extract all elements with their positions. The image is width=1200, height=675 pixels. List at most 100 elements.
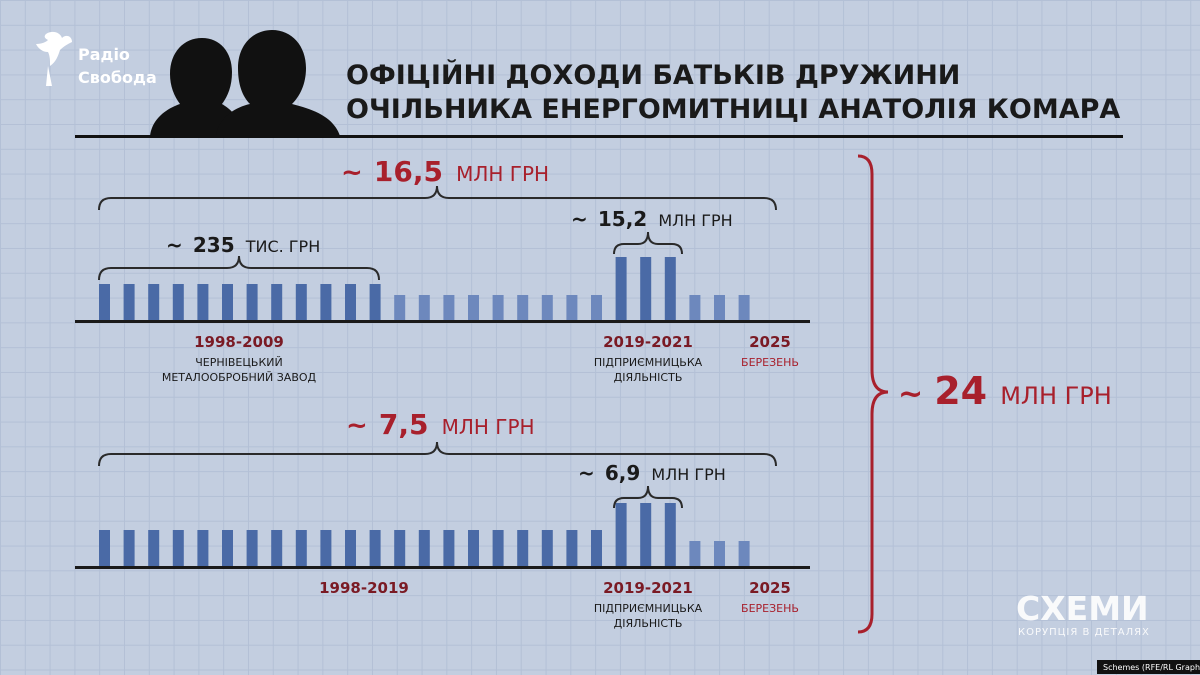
annot-top-business-value: 15,2	[598, 207, 647, 231]
period-bottom-3-years: 2025	[749, 579, 791, 597]
watermark-brand: СХЕМИ	[1016, 589, 1149, 628]
top-bar-18	[517, 295, 529, 320]
bottom-bar-8	[271, 530, 283, 566]
bottom-bar-6	[222, 530, 233, 566]
top-bar-24	[664, 257, 676, 320]
watermark-tagline: КОРУПЦІЯ В ДЕТАЛЯХ	[1018, 627, 1150, 638]
period-top-3-years: 2025	[749, 333, 791, 351]
top-bar-14	[418, 295, 430, 320]
logo-line-2: Свобода	[78, 68, 157, 87]
top-bar-3	[148, 284, 160, 320]
bottom-bar-19	[541, 530, 553, 566]
top-bar-2	[123, 284, 135, 320]
annotation-top-business: ~ 15,2 МЛН ГРН	[571, 207, 733, 231]
bottom-bar-23	[640, 503, 652, 566]
total-bottom-unit: МЛН ГРН	[442, 415, 535, 439]
chart-top: ~ 16,5 МЛН ГРН ~ 235 ТИС. ГРН ~ 15,2 МЛН…	[75, 155, 810, 384]
grand-total-value: 24	[934, 369, 987, 413]
top-bar-20	[566, 295, 578, 320]
total-bottom-prefix: ~	[346, 411, 368, 441]
period-bottom-2-years: 2019-2021	[603, 579, 693, 597]
radio-svoboda-logo: Радіо Свобода	[36, 31, 157, 87]
top-bar-22	[615, 257, 627, 320]
annot-top-early-value: 235	[193, 233, 235, 257]
period-top-3-caption-1: БЕРЕЗЕНЬ	[741, 356, 799, 369]
brace-top-early	[98, 255, 380, 281]
total-top-prefix: ~	[341, 158, 363, 188]
bottom-bar-9	[295, 530, 307, 566]
credit-bar	[1097, 660, 1200, 674]
annotation-bottom-business: ~ 6,9 МЛН ГРН	[578, 461, 726, 485]
annot-top-business-unit: МЛН ГРН	[658, 211, 732, 230]
top-bar-21	[591, 295, 602, 320]
logo-line-1: Радіо	[78, 45, 130, 64]
period-top-2-caption-1: ПІДПРИЄМНИЦЬКА	[594, 356, 703, 369]
total-top-unit: МЛН ГРН	[456, 162, 549, 186]
top-bar-26	[714, 295, 725, 320]
annot-top-business-prefix: ~	[571, 207, 588, 231]
top-bar-7	[246, 284, 258, 320]
bottom-bar-16	[468, 530, 479, 566]
period-top-1-caption-2: МЕТАЛООБРОБНИЙ ЗАВОД	[162, 371, 317, 384]
annotation-top-early: ~ 235 ТИС. ГРН	[166, 233, 320, 257]
top-bar-23	[640, 257, 652, 320]
period-top-1-caption-1: ЧЕРНІВЕЦЬКИЙ	[195, 356, 283, 369]
logo-icon	[36, 31, 72, 86]
bottom-bar-27	[738, 541, 750, 566]
brace-top-business	[613, 231, 683, 255]
bottom-bar-11	[345, 530, 356, 566]
period-top-1-years: 1998-2009	[194, 333, 284, 351]
title-line-2: ОЧІЛЬНИКА ЕНЕРГОМИТНИЦІ АНАТОЛІЯ КОМАРА	[346, 94, 1120, 125]
top-bar-16	[468, 295, 479, 320]
total-bottom-label: ~ 7,5 МЛН ГРН	[346, 408, 535, 441]
top-bar-25	[689, 295, 701, 320]
annot-bottom-business-unit: МЛН ГРН	[651, 465, 725, 484]
bottom-bar-13	[394, 530, 406, 566]
grand-total-unit: МЛН ГРН	[1000, 382, 1112, 410]
brace-grand-total	[857, 154, 889, 634]
period-bottom-2-caption-1: ПІДПРИЄМНИЦЬКА	[594, 602, 703, 615]
axis-top	[75, 320, 810, 323]
bottom-bar-26	[714, 541, 725, 566]
bottom-bar-20	[566, 530, 578, 566]
brace-top-total	[98, 185, 777, 211]
top-bar-13	[394, 295, 406, 320]
top-bar-1	[99, 284, 110, 320]
chart-bottom: ~ 7,5 МЛН ГРН ~ 6,9 МЛН ГРН 1998-2019 20…	[75, 408, 810, 630]
period-top-2-years: 2019-2021	[603, 333, 693, 351]
top-bar-15	[443, 295, 455, 320]
bottom-bar-1	[99, 530, 110, 566]
credit-text: Schemes (RFE/RL Graphics)	[1103, 663, 1200, 672]
top-bar-8	[271, 284, 283, 320]
period-bottom-2-caption-2: ДІЯЛЬНІСТЬ	[614, 617, 683, 630]
woman-silhouette	[150, 38, 242, 136]
bottom-bar-17	[492, 530, 504, 566]
top-bar-11	[345, 284, 356, 320]
bottom-bar-7	[246, 530, 258, 566]
bottom-bar-25	[689, 541, 701, 566]
bottom-bar-4	[172, 530, 184, 566]
bottom-bar-3	[148, 530, 160, 566]
brace-bottom-business	[613, 485, 683, 509]
top-bar-19	[541, 295, 553, 320]
annot-bottom-business-prefix: ~	[578, 461, 595, 485]
top-bar-6	[222, 284, 233, 320]
bottom-bar-14	[418, 530, 430, 566]
title-underline	[75, 135, 1123, 138]
period-bottom-3-caption-1: БЕРЕЗЕНЬ	[741, 602, 799, 615]
bottom-bar-24	[664, 503, 676, 566]
axis-bottom	[75, 566, 810, 569]
top-bar-4	[172, 284, 184, 320]
total-bottom-value: 7,5	[379, 408, 429, 441]
top-bar-5	[197, 284, 209, 320]
grand-total-label: ~ 24 МЛН ГРН	[898, 369, 1112, 413]
bars-bottom	[99, 503, 750, 566]
annot-top-early-prefix: ~	[166, 233, 183, 257]
total-top-label: ~ 16,5 МЛН ГРН	[341, 155, 549, 188]
grand-total-prefix: ~	[898, 377, 923, 412]
title-line-1: ОФІЦІЙНІ ДОХОДИ БАТЬКІВ ДРУЖИНИ	[346, 59, 960, 91]
bottom-bar-5	[197, 530, 209, 566]
bars-top	[99, 257, 750, 320]
